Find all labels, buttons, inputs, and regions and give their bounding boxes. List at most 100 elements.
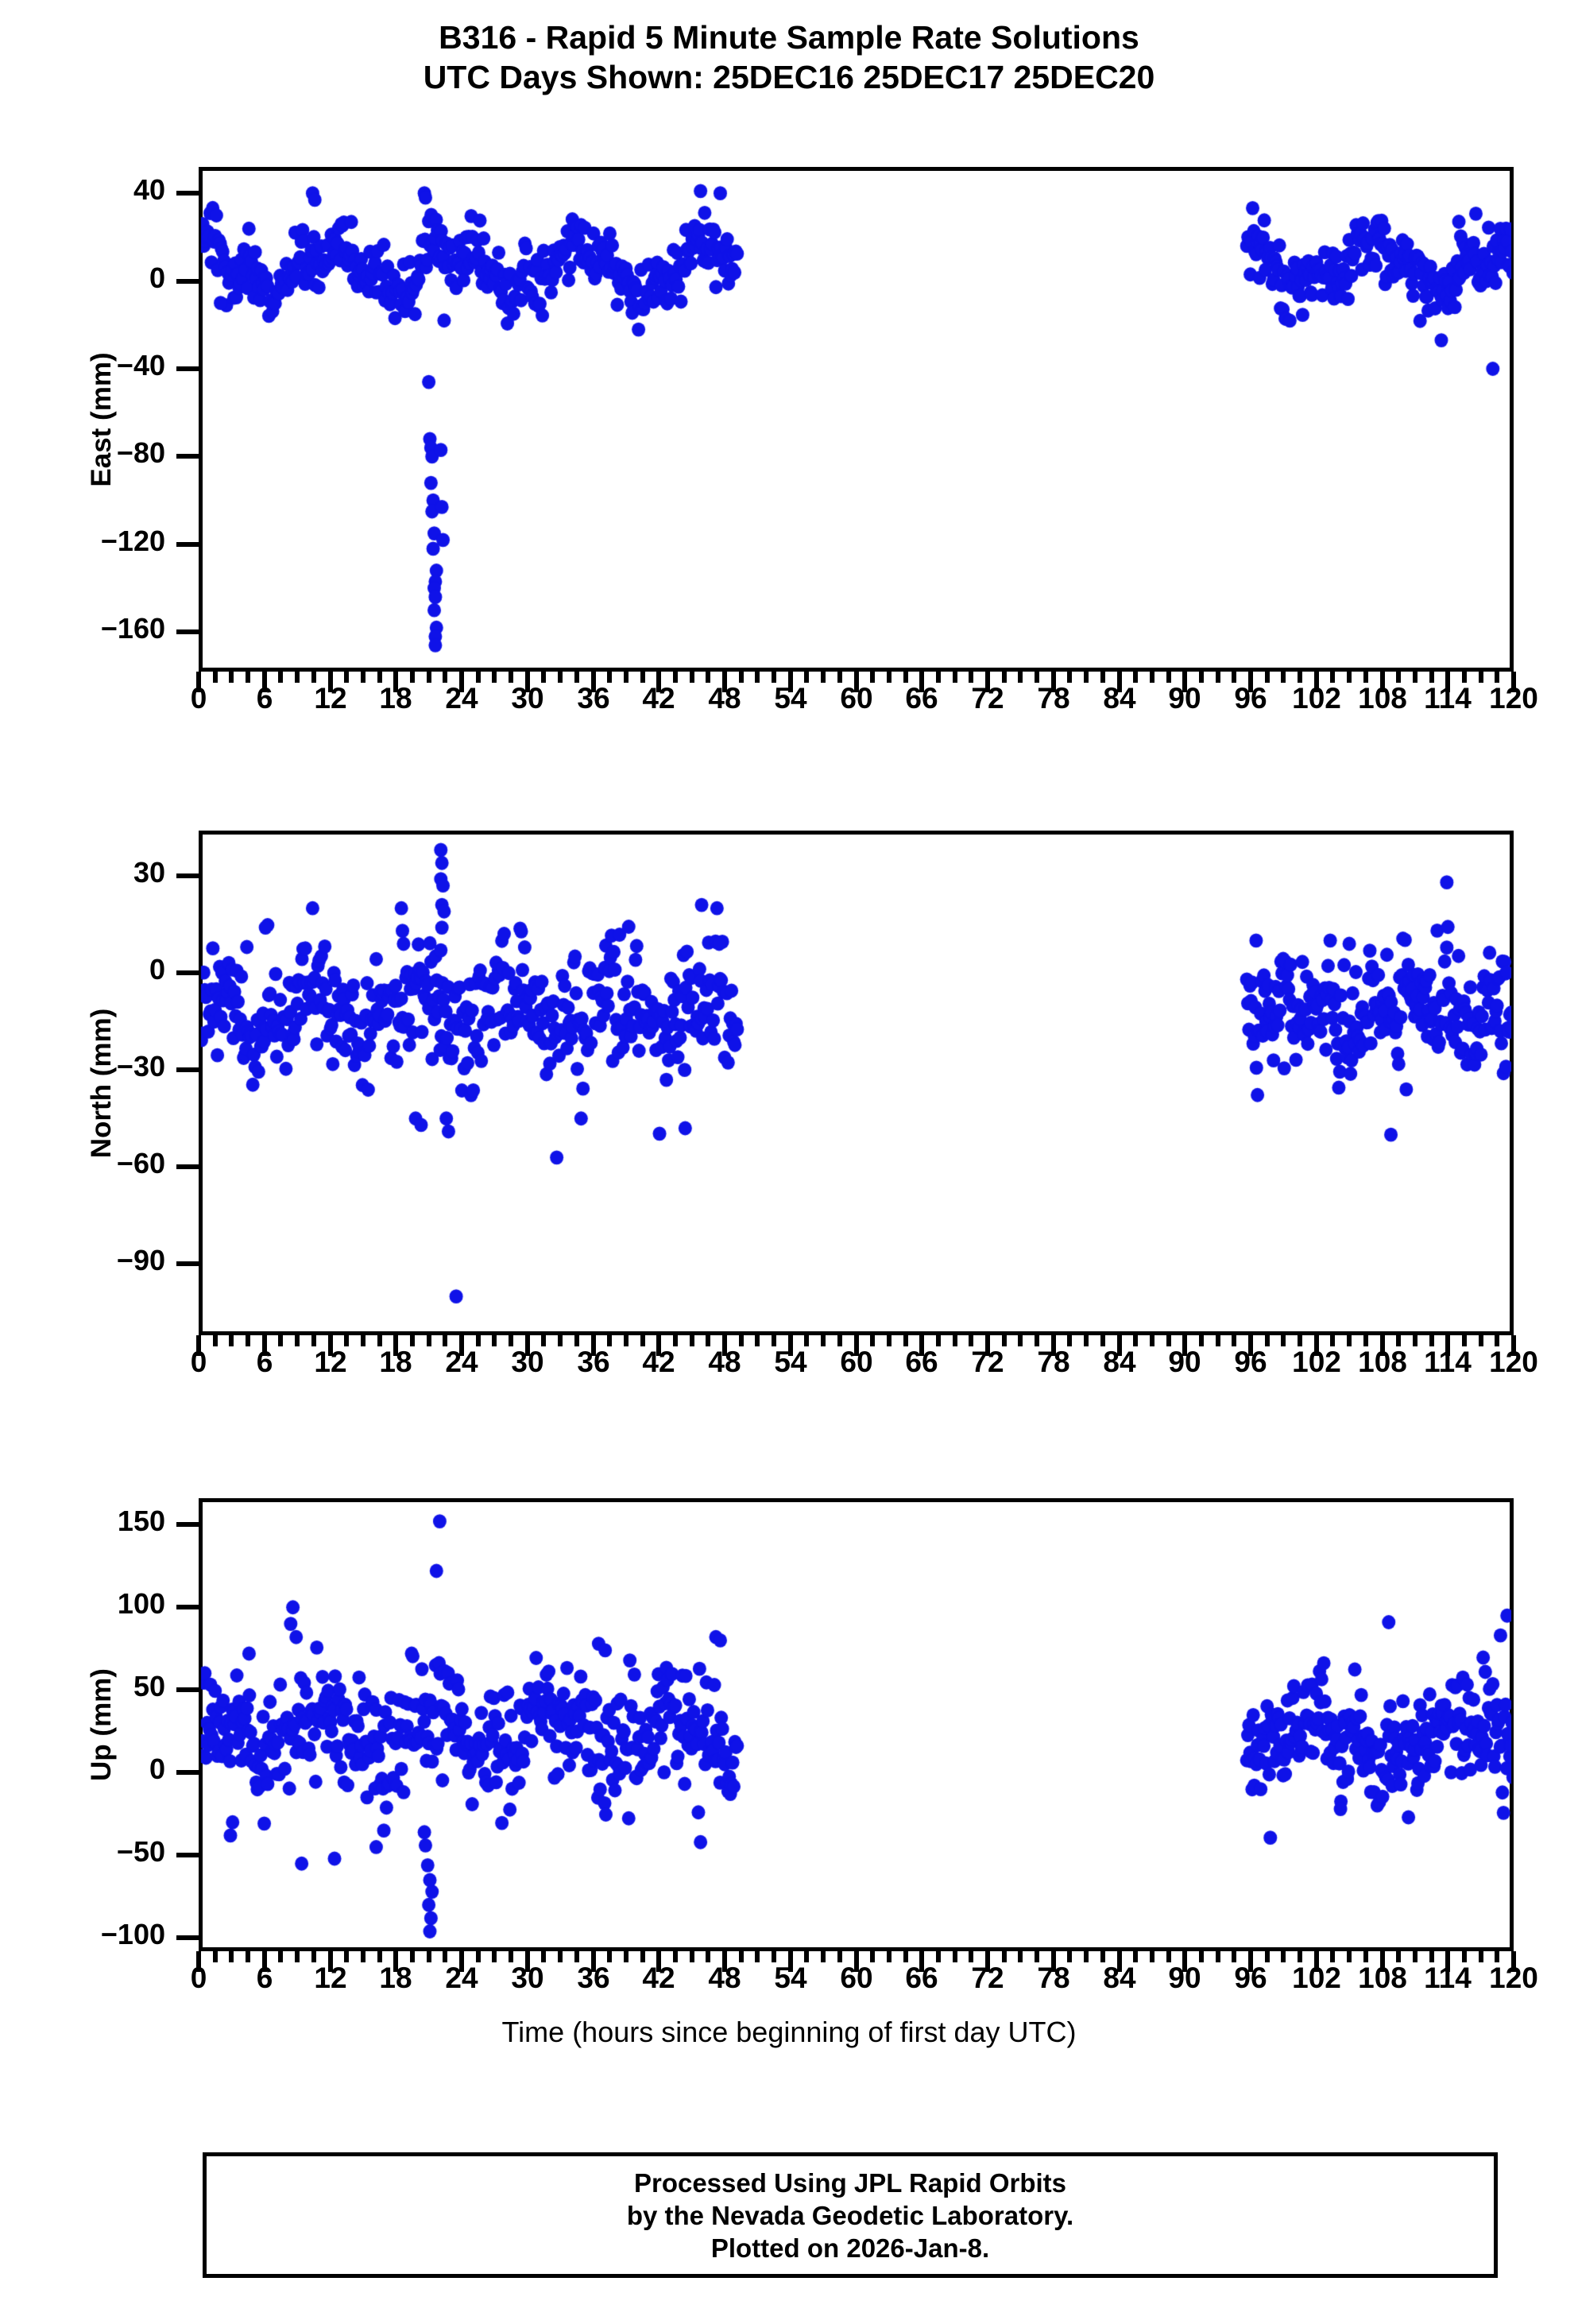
x-tick-minor: [1429, 1335, 1434, 1346]
x-tick-minor: [1067, 672, 1072, 683]
x-tick-minor: [492, 1951, 497, 1962]
x-tick-minor: [1166, 1335, 1171, 1346]
x-tick-minor: [1199, 1951, 1204, 1962]
x-tick-minor: [229, 672, 234, 683]
title-line-2: UTC Days Shown: 25DEC16 25DEC17 25DEC20: [423, 59, 1155, 95]
footer-credit-box: Processed Using JPL Rapid Orbits by the …: [203, 2152, 1498, 2278]
x-tick-minor: [1199, 1335, 1204, 1346]
x-tick-minor: [410, 1335, 415, 1346]
x-tick-minor: [1462, 1951, 1467, 1962]
x-tick-minor: [1413, 1951, 1417, 1962]
x-tick-minor: [821, 672, 826, 683]
x-tick-minor: [1216, 672, 1220, 683]
x-tick-minor: [690, 1951, 694, 1962]
x-tick-minor: [755, 672, 760, 683]
x-tick-minor: [1347, 672, 1352, 683]
y-tick-label: −100: [100, 1918, 165, 1950]
x-tick-minor: [427, 1951, 431, 1962]
x-tick-minor: [1100, 1335, 1105, 1346]
x-axis-title: Time (hours since beginning of first day…: [501, 2016, 1077, 2048]
x-tick-minor: [541, 1951, 546, 1962]
y-tick-label: 150: [117, 1505, 165, 1537]
x-tick-minor: [640, 672, 645, 683]
x-tick-minor: [1150, 1335, 1154, 1346]
x-tick-minor: [837, 1335, 842, 1346]
x-tick-minor: [278, 1951, 283, 1962]
x-tick-minor: [427, 672, 431, 683]
x-tick-minor: [640, 1951, 645, 1962]
x-tick-minor: [410, 672, 415, 683]
x-tick-minor: [1150, 1951, 1154, 1962]
x-tick-minor: [772, 1335, 776, 1346]
x-tick-minor: [443, 672, 447, 683]
x-tick-minor: [311, 1335, 316, 1346]
x-tick-minor: [772, 672, 776, 683]
y-tick: [176, 1261, 199, 1266]
y-tick: [176, 629, 199, 634]
x-tick-minor: [410, 1951, 415, 1962]
y-tick: [176, 542, 199, 547]
x-tick-minor: [1396, 1335, 1401, 1346]
x-tick-minor: [541, 1335, 546, 1346]
x-tick-minor: [1232, 1951, 1236, 1962]
x-tick-minor: [344, 1951, 349, 1962]
x-tick-minor: [509, 1335, 513, 1346]
x-tick-minor: [295, 1951, 300, 1962]
x-tick-minor: [804, 1951, 809, 1962]
x-tick-minor: [1084, 672, 1089, 683]
x-tick-minor: [755, 1951, 760, 1962]
x-tick-minor: [821, 1335, 826, 1346]
x-tick-minor: [574, 1335, 579, 1346]
y-tick-label: −60: [116, 1147, 165, 1179]
x-tick-minor: [1265, 1335, 1270, 1346]
x-tick-minor: [804, 672, 809, 683]
x-tick-minor: [706, 1951, 710, 1962]
x-tick-minor: [1067, 1335, 1072, 1346]
x-tick-minor: [607, 1951, 612, 1962]
x-tick-minor: [246, 1335, 250, 1346]
x-tick-minor: [1298, 1951, 1302, 1962]
x-tick-minor: [377, 1335, 382, 1346]
y-tick: [176, 1522, 199, 1527]
y-tick: [176, 1687, 199, 1692]
x-tick-minor: [936, 1951, 941, 1962]
x-tick-minor: [361, 1335, 365, 1346]
x-tick-minor: [1281, 672, 1286, 683]
chart-title: B316 - Rapid 5 Minute Sample Rate Soluti…: [0, 17, 1578, 97]
x-tick-minor: [1413, 1335, 1417, 1346]
x-tick-minor: [1150, 672, 1154, 683]
x-tick-minor: [1216, 1951, 1220, 1962]
x-tick-minor: [295, 1335, 300, 1346]
x-tick-minor: [1363, 1951, 1368, 1962]
x-tick-minor: [969, 672, 973, 683]
x-tick-minor: [1100, 1951, 1105, 1962]
x-tick-minor: [1462, 672, 1467, 683]
x-tick-minor: [1429, 672, 1434, 683]
footer-line-3: Plotted on 2026-Jan-8.: [710, 2233, 990, 2263]
x-tick-minor: [1100, 672, 1105, 683]
x-tick-minor: [509, 672, 513, 683]
x-tick-minor: [1018, 672, 1023, 683]
x-tick-minor: [837, 1951, 842, 1962]
x-tick-minor: [1133, 1951, 1138, 1962]
x-tick-minor: [690, 1335, 694, 1346]
x-tick-minor: [361, 672, 365, 683]
x-tick-minor: [574, 1951, 579, 1962]
x-tick-minor: [1413, 672, 1417, 683]
y-tick-label: 0: [149, 953, 165, 986]
x-tick-label: 120: [1489, 1346, 1538, 1378]
x-tick-minor: [903, 1951, 908, 1962]
x-tick-minor: [953, 672, 957, 683]
x-tick-minor: [1347, 1951, 1352, 1962]
x-tick-minor: [936, 1335, 941, 1346]
x-tick-label: 120: [1489, 1962, 1538, 1994]
y-tick-label: −90: [116, 1244, 165, 1276]
x-tick-minor: [624, 1335, 628, 1346]
x-tick-minor: [509, 1951, 513, 1962]
x-tick-minor: [936, 672, 941, 683]
x-tick-minor: [1495, 1951, 1499, 1962]
x-tick-minor: [295, 672, 300, 683]
x-tick-minor: [755, 1335, 760, 1346]
x-tick-minor: [476, 1335, 481, 1346]
